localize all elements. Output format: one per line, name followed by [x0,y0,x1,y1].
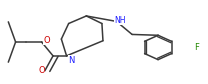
Text: O: O [38,66,45,76]
Text: N: N [69,56,75,65]
Text: F: F [194,43,199,52]
Text: NH: NH [114,16,126,25]
Text: O: O [43,36,50,45]
